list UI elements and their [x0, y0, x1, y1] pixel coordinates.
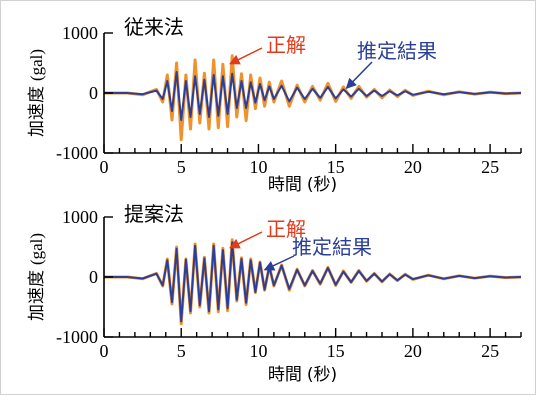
x-tick-label: 10 — [249, 341, 267, 361]
x-tick-label: 20 — [404, 157, 422, 177]
annotation-estimate: 推定結果 — [357, 39, 437, 63]
y-axis-label: 加速度 — [27, 270, 47, 321]
x-tick-label: 10 — [249, 157, 267, 177]
annotation-arrow-correct — [229, 47, 263, 65]
x-axis-label: 時間 — [268, 175, 302, 195]
x-axis-title: 時間 (秒) — [268, 175, 337, 195]
y-tick-label: 1000 — [62, 23, 98, 43]
x-tick-label: 0 — [100, 157, 109, 177]
y-tick-label: -1000 — [56, 327, 98, 347]
y-tick-label: 0 — [89, 267, 98, 287]
y-axis-title: 加速度 (gal) — [27, 49, 47, 137]
x-axis-title: 時間 (秒) — [268, 365, 337, 385]
x-tick-label: 5 — [177, 157, 186, 177]
y-axis-unit: (gal) — [27, 233, 46, 265]
annotation-correct: 正解 — [266, 217, 306, 241]
panel-label: 提案法 — [124, 202, 184, 226]
annotation-estimate: 推定結果 — [292, 235, 372, 259]
x-tick-label: 15 — [327, 157, 345, 177]
annotation-arrow-estimate — [263, 255, 295, 271]
y-axis-title: 加速度 (gal) — [27, 233, 47, 321]
series-line-1 — [104, 54, 522, 142]
annotation-arrow-estimate — [345, 61, 373, 89]
x-tick-label: 5 — [177, 341, 186, 361]
y-tick-label: 1000 — [62, 207, 98, 227]
annotation-correct: 正解 — [266, 33, 306, 57]
y-tick-label: -1000 — [56, 143, 98, 163]
series-line-2 — [104, 241, 522, 323]
panel-label: 従来法 — [124, 15, 184, 39]
y-tick-label: 0 — [89, 83, 98, 103]
series-line-2 — [104, 71, 522, 121]
x-axis-unit: (秒) — [307, 365, 337, 385]
y-axis-unit: (gal) — [27, 49, 46, 81]
x-tick-label: 25 — [481, 341, 499, 361]
x-axis-unit: (秒) — [307, 175, 337, 195]
x-axis-label: 時間 — [268, 365, 302, 385]
y-axis-label: 加速度 — [27, 86, 47, 137]
x-tick-label: 25 — [481, 157, 499, 177]
x-tick-label: 15 — [327, 341, 345, 361]
x-tick-label: 20 — [404, 341, 422, 361]
x-tick-label: 0 — [100, 341, 109, 361]
annotation-arrow-correct — [229, 231, 263, 249]
